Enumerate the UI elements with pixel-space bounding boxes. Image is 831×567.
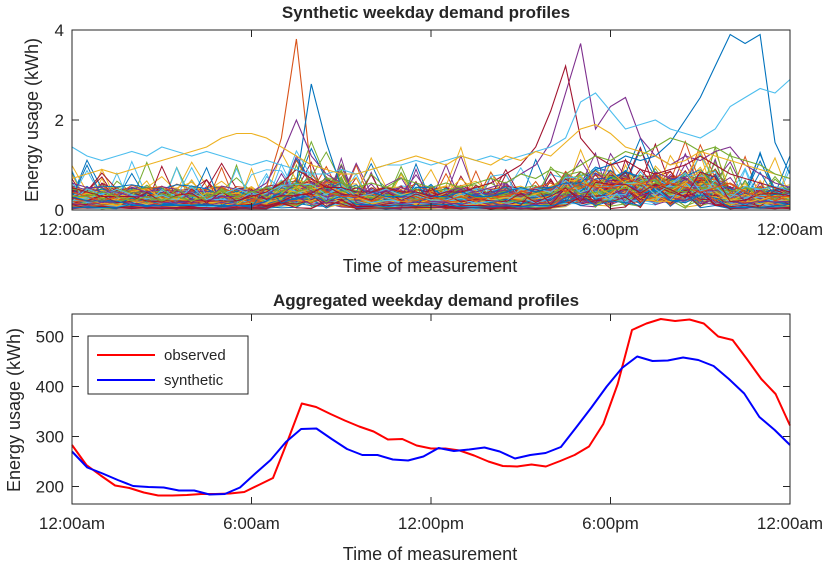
legend-label-observed: observed bbox=[164, 347, 226, 364]
chart2-ytick-label: 400 bbox=[36, 378, 64, 397]
legend-box bbox=[87, 335, 249, 395]
chart1-xlabel: Time of measurement bbox=[343, 256, 517, 276]
chart1-xtick-label: 12:00am bbox=[39, 220, 105, 239]
chart1-title: Synthetic weekday demand profiles bbox=[282, 3, 570, 22]
chart2-ytick-label: 200 bbox=[36, 478, 64, 497]
chart2-xtick-label: 6:00am bbox=[223, 514, 280, 533]
chart2-ytick-label: 300 bbox=[36, 428, 64, 447]
chart1-profile-line bbox=[71, 171, 791, 203]
chart2-xlabel: Time of measurement bbox=[343, 544, 517, 564]
chart1-xtick-label: 12:00am bbox=[757, 220, 823, 239]
chart2-series-group bbox=[71, 318, 791, 497]
chart1-series-profile-e bbox=[71, 79, 791, 175]
chart1-ytick-label: 0 bbox=[55, 201, 64, 220]
chart1-ytick-label: 4 bbox=[55, 21, 64, 40]
chart2-xtick-label: 12:00pm bbox=[398, 514, 464, 533]
chart1-xtick-label: 12:00pm bbox=[398, 220, 464, 239]
chart2-xtick-label: 6:00pm bbox=[582, 514, 639, 533]
chart1-profile-line bbox=[71, 171, 791, 203]
chart2-xtick-label: 12:00am bbox=[757, 514, 823, 533]
chart2-ytick-label: 500 bbox=[36, 328, 64, 347]
chart2-series-observed bbox=[71, 318, 791, 497]
legend-label-synthetic: synthetic bbox=[164, 372, 224, 389]
chart2-ylabel: Energy usage (kWh) bbox=[4, 328, 24, 492]
chart2-title: Aggregated weekday demand profiles bbox=[273, 291, 579, 310]
chart1-xtick-label: 6:00pm bbox=[582, 220, 639, 239]
chart1-series-profile-g bbox=[72, 137, 791, 202]
chart1-xtick-label: 6:00am bbox=[223, 220, 280, 239]
chart1-series-group bbox=[71, 33, 791, 210]
chart1-profile-line bbox=[71, 171, 791, 204]
chart1-series-profile-f bbox=[71, 123, 791, 180]
chart2-legend: observed synthetic bbox=[87, 335, 249, 395]
chart-aggregated-profiles: Aggregated weekday demand profiles 12:00… bbox=[4, 291, 823, 564]
chart2-xtick-label: 12:00am bbox=[39, 514, 105, 533]
chart1-ylabel: Energy usage (kWh) bbox=[22, 38, 42, 202]
chart2-ticks: 12:00am 6:00am 12:00pm 6:00pm 12:00am 200 300 4… bbox=[36, 314, 823, 533]
chart1-ytick-label: 2 bbox=[55, 111, 64, 130]
chart2-series-synthetic bbox=[71, 355, 791, 496]
chart1-profile-line bbox=[71, 186, 791, 210]
chart-synthetic-profiles: Synthetic weekday demand profiles 12:00a… bbox=[22, 3, 823, 276]
